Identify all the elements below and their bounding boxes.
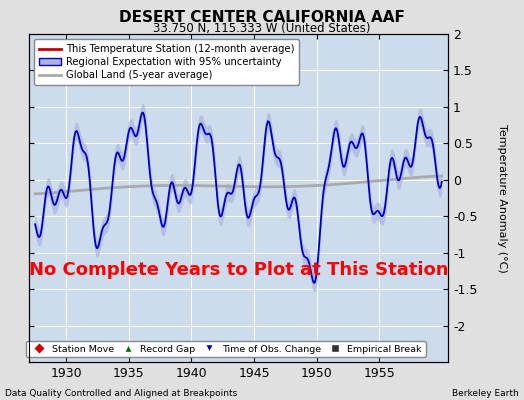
Text: No Complete Years to Plot at This Station: No Complete Years to Plot at This Statio… [29, 261, 448, 279]
Text: Berkeley Earth: Berkeley Earth [452, 389, 519, 398]
Y-axis label: Temperature Anomaly (°C): Temperature Anomaly (°C) [497, 124, 507, 272]
Text: Data Quality Controlled and Aligned at Breakpoints: Data Quality Controlled and Aligned at B… [5, 389, 237, 398]
Legend: Station Move, Record Gap, Time of Obs. Change, Empirical Break: Station Move, Record Gap, Time of Obs. C… [26, 341, 425, 357]
Text: DESERT CENTER CALIFORNIA AAF: DESERT CENTER CALIFORNIA AAF [119, 10, 405, 25]
Text: 33.750 N, 115.333 W (United States): 33.750 N, 115.333 W (United States) [153, 22, 371, 35]
